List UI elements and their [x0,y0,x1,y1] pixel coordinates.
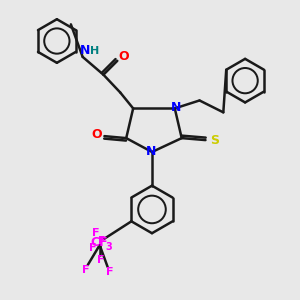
Text: F: F [97,255,104,265]
Text: N: N [171,101,181,114]
Text: F: F [82,265,90,275]
Text: H: H [90,46,99,56]
Text: F: F [89,243,97,253]
Text: F: F [92,228,100,238]
Text: CF: CF [90,236,107,249]
Text: F: F [106,267,113,277]
Text: F: F [98,236,105,246]
Text: N: N [146,146,156,158]
Text: S: S [210,134,219,147]
Text: O: O [118,50,129,63]
Text: 3: 3 [105,242,112,252]
Text: O: O [91,128,102,141]
Text: N: N [80,44,90,57]
